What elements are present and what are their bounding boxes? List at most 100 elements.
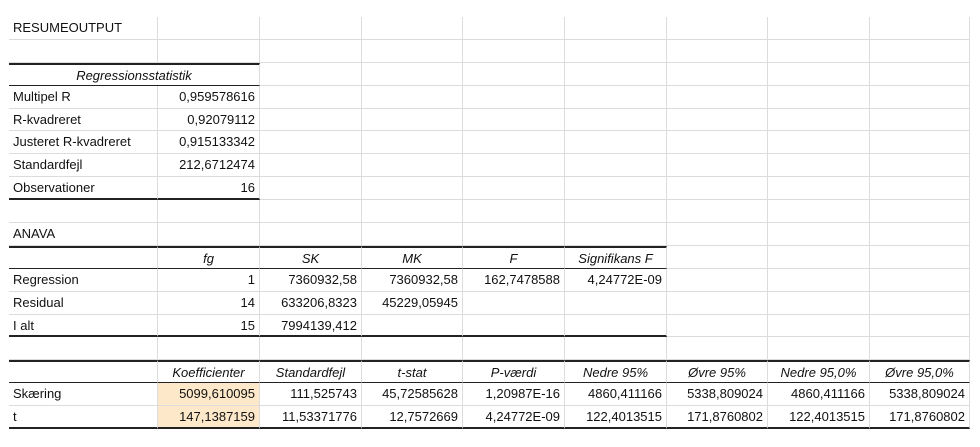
cell[interactable]: Signifikans F <box>565 245 667 269</box>
cell[interactable] <box>362 17 463 40</box>
cell[interactable] <box>768 291 870 315</box>
cell[interactable] <box>362 154 463 178</box>
cell[interactable]: 162,7478588 <box>463 268 565 292</box>
cell[interactable]: Observationer <box>9 177 158 201</box>
cell[interactable] <box>463 154 565 178</box>
cell[interactable] <box>9 245 158 269</box>
cell[interactable] <box>158 337 260 361</box>
cell[interactable] <box>463 337 565 361</box>
cell[interactable]: 0,915133342 <box>158 131 260 155</box>
cell[interactable]: 111,525743 <box>260 383 362 407</box>
cell[interactable]: 633206,8323 <box>260 291 362 315</box>
cell[interactable]: 122,4013515 <box>565 406 667 430</box>
cell[interactable] <box>870 17 970 40</box>
cell[interactable]: 4860,411166 <box>768 383 870 407</box>
cell[interactable] <box>260 200 362 224</box>
cell[interactable] <box>870 314 970 338</box>
cell[interactable]: RESUMEOUTPUT <box>9 17 158 40</box>
cell[interactable]: Standardfejl <box>260 360 362 384</box>
cell[interactable] <box>565 39 667 63</box>
cell[interactable] <box>463 62 565 86</box>
cell[interactable] <box>565 291 667 315</box>
cell[interactable]: 171,8760802 <box>667 406 768 430</box>
cell[interactable] <box>870 177 970 201</box>
cell[interactable] <box>565 85 667 109</box>
cell[interactable] <box>768 268 870 292</box>
cell[interactable] <box>667 268 768 292</box>
cell[interactable] <box>362 108 463 132</box>
cell[interactable]: 7360932,58 <box>362 268 463 292</box>
cell[interactable] <box>362 200 463 224</box>
cell[interactable]: 11,53371776 <box>260 406 362 430</box>
cell[interactable] <box>870 108 970 132</box>
cell[interactable] <box>463 85 565 109</box>
cell[interactable]: 0,92079112 <box>158 108 260 132</box>
cell[interactable]: 45229,05945 <box>362 291 463 315</box>
cell[interactable] <box>667 62 768 86</box>
cell[interactable] <box>565 108 667 132</box>
cell[interactable] <box>362 62 463 86</box>
cell[interactable] <box>9 200 158 224</box>
cell[interactable] <box>667 245 768 269</box>
cell[interactable] <box>362 223 463 246</box>
cell[interactable] <box>158 39 260 63</box>
cell[interactable]: 7360932,58 <box>260 268 362 292</box>
cell[interactable]: 5338,809024 <box>667 383 768 407</box>
cell[interactable]: Justeret R-kvadreret <box>9 131 158 155</box>
cell[interactable] <box>667 337 768 361</box>
cell[interactable] <box>870 245 970 269</box>
cell[interactable] <box>260 62 362 86</box>
cell[interactable]: 5099,610095 <box>158 383 260 407</box>
cell[interactable] <box>768 337 870 361</box>
cell[interactable] <box>667 108 768 132</box>
cell[interactable] <box>870 291 970 315</box>
cell[interactable]: 4,24772E-09 <box>463 406 565 430</box>
cell[interactable] <box>362 39 463 63</box>
cell[interactable] <box>667 17 768 40</box>
cell[interactable] <box>870 268 970 292</box>
cell[interactable] <box>9 337 158 361</box>
cell[interactable] <box>565 131 667 155</box>
cell[interactable] <box>362 177 463 201</box>
cell[interactable] <box>565 154 667 178</box>
cell[interactable] <box>463 177 565 201</box>
cell[interactable] <box>565 17 667 40</box>
cell[interactable] <box>260 154 362 178</box>
cell[interactable]: 1,20987E-16 <box>463 383 565 407</box>
cell[interactable] <box>870 39 970 63</box>
cell[interactable] <box>667 154 768 178</box>
cell[interactable] <box>463 291 565 315</box>
cell[interactable] <box>565 337 667 361</box>
cell[interactable]: 1 <box>158 268 260 292</box>
cell[interactable] <box>158 223 260 246</box>
cell[interactable] <box>565 177 667 201</box>
cell[interactable]: fg <box>158 245 260 269</box>
cell[interactable] <box>768 314 870 338</box>
cell[interactable] <box>260 85 362 109</box>
cell[interactable] <box>768 177 870 201</box>
cell[interactable]: 12,7572669 <box>362 406 463 430</box>
cell[interactable]: Standardfejl <box>9 154 158 178</box>
cell[interactable] <box>870 62 970 86</box>
cell[interactable] <box>463 223 565 246</box>
cell[interactable] <box>260 131 362 155</box>
cell[interactable] <box>768 17 870 40</box>
cell[interactable] <box>565 314 667 338</box>
cell[interactable]: 171,8760802 <box>870 406 970 430</box>
cell[interactable] <box>667 85 768 109</box>
cell[interactable] <box>260 39 362 63</box>
cell[interactable]: Multipel R <box>9 85 158 109</box>
cell[interactable]: 45,72585628 <box>362 383 463 407</box>
cell[interactable] <box>260 108 362 132</box>
cell[interactable]: Regression <box>9 268 158 292</box>
cell[interactable] <box>667 223 768 246</box>
cell[interactable]: 122,4013515 <box>768 406 870 430</box>
cell[interactable] <box>260 223 362 246</box>
cell[interactable]: 4,24772E-09 <box>565 268 667 292</box>
cell[interactable] <box>158 17 260 40</box>
cell[interactable] <box>768 200 870 224</box>
cell[interactable] <box>565 200 667 224</box>
cell[interactable]: t <box>9 406 158 430</box>
cell[interactable]: ANAVA <box>9 223 158 246</box>
cell[interactable] <box>870 200 970 224</box>
